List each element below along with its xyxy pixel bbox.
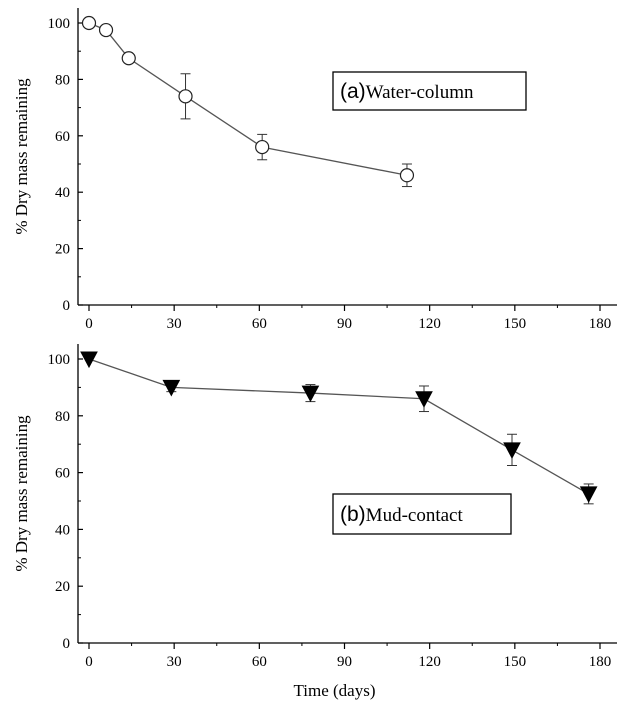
y-tick-label: 20 <box>55 579 70 595</box>
annotation-frame <box>332 71 527 111</box>
data-point <box>121 51 136 66</box>
x-tick-label: 120 <box>418 316 441 332</box>
data-point <box>178 89 193 104</box>
y-tick-label: 80 <box>55 409 70 425</box>
x-tick-label: 90 <box>337 316 352 332</box>
y-tick-label: 60 <box>55 129 70 145</box>
y-tick-label: 60 <box>55 466 70 482</box>
annotation-box: (b)Mud-contact <box>332 493 512 535</box>
y-tick-label: 0 <box>63 636 71 652</box>
data-point <box>162 379 181 397</box>
y-tick-label: 80 <box>55 72 70 88</box>
data-point <box>255 139 270 155</box>
y-tick-label: 100 <box>48 16 71 32</box>
data-point <box>503 442 521 459</box>
annotation-box: (a)Water-column <box>332 71 527 111</box>
y-tick-label: 0 <box>63 298 71 314</box>
x-tick-label: 150 <box>504 654 527 670</box>
y-tick-label: 40 <box>55 185 70 201</box>
x-tick-label: 180 <box>589 654 612 670</box>
annotation-text: (a)Water-column <box>340 80 474 103</box>
x-tick-label: 0 <box>85 654 93 670</box>
x-tick-label: 60 <box>252 316 267 332</box>
x-tick-label: 90 <box>337 654 352 670</box>
series-line <box>88 358 589 495</box>
x-axis-label: Time (days) <box>293 681 375 700</box>
annotation-series-name: Water-column <box>366 82 474 103</box>
data-point <box>98 22 114 38</box>
annotation-text: (b)Mud-contact <box>340 503 463 526</box>
x-tick-label: 120 <box>418 654 441 670</box>
y-tick-label: 20 <box>55 242 70 258</box>
x-tick-label: 30 <box>167 316 182 332</box>
data-point <box>80 351 98 369</box>
annotation-panel-label: (b) <box>340 503 366 526</box>
data-point <box>415 391 433 408</box>
data-point <box>301 385 320 403</box>
x-tick-label: 0 <box>85 316 93 332</box>
panel-a: 0 20 40 60 80 100 0 30 60 90 120 150 180 % Dry mass r… <box>12 8 617 332</box>
data-point <box>579 486 598 503</box>
x-tick-label: 180 <box>589 316 612 332</box>
x-tick-label: 150 <box>504 316 527 332</box>
annotation-series-name: Mud-contact <box>366 505 464 526</box>
x-tick-label: 30 <box>167 654 182 670</box>
y-axis-label: % Dry mass remaining <box>12 415 31 572</box>
y-tick-label: 40 <box>55 522 70 538</box>
x-tick-label: 60 <box>252 654 267 670</box>
y-axis-label: % Dry mass remaining <box>12 78 31 235</box>
data-point <box>399 168 415 183</box>
annotation-panel-label: (a) <box>340 80 366 103</box>
y-tick-label: 100 <box>48 352 71 368</box>
annotation-frame <box>332 493 512 535</box>
panel-b: 0 20 40 60 80 100 0 30 60 90 120 150 180 % Dry mass r… <box>12 344 617 700</box>
data-point <box>81 15 97 31</box>
